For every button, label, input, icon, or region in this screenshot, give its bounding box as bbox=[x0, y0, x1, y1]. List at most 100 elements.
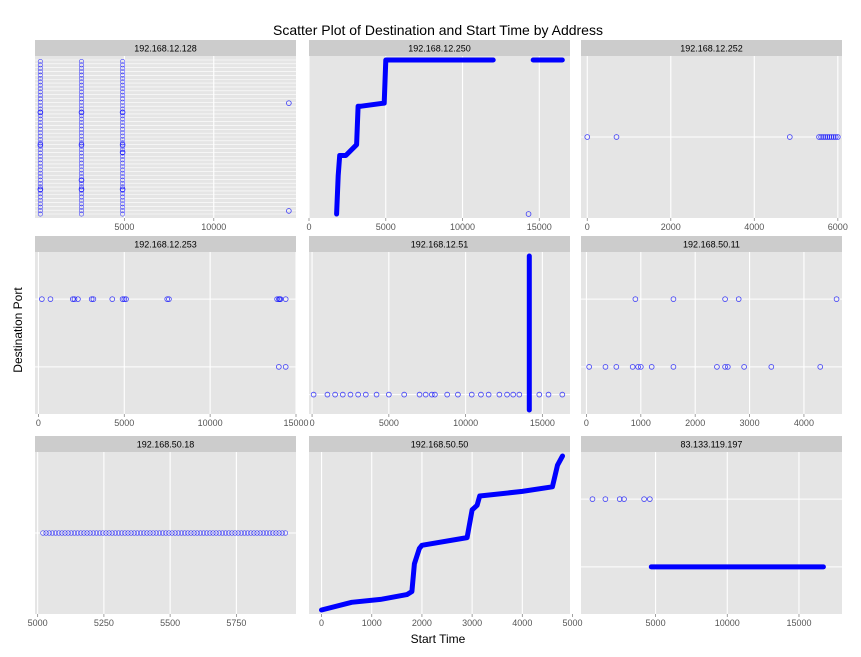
data-point bbox=[144, 530, 150, 536]
data-point bbox=[820, 134, 827, 140]
data-point bbox=[37, 103, 43, 109]
data-point bbox=[37, 89, 43, 95]
data-point bbox=[120, 174, 126, 180]
data-point bbox=[589, 496, 596, 502]
x-tick-label: 15000 bbox=[527, 222, 552, 232]
data-point bbox=[120, 79, 126, 85]
data-point bbox=[120, 103, 126, 109]
overplotted-series bbox=[334, 57, 496, 217]
data-point bbox=[121, 296, 128, 302]
data-point bbox=[120, 167, 126, 173]
x-tick-label: 15000 bbox=[530, 418, 555, 428]
data-point bbox=[824, 134, 831, 140]
data-point bbox=[119, 530, 125, 536]
data-point bbox=[248, 530, 254, 536]
data-point bbox=[120, 72, 126, 78]
data-point bbox=[106, 530, 112, 536]
x-tick-label: 0 bbox=[306, 222, 311, 232]
data-point bbox=[496, 391, 503, 398]
data-point bbox=[120, 65, 126, 71]
data-point bbox=[545, 391, 552, 398]
data-point bbox=[373, 391, 380, 398]
data-point bbox=[78, 136, 84, 142]
data-point bbox=[37, 136, 43, 142]
data-point bbox=[37, 75, 43, 81]
data-point bbox=[109, 530, 115, 536]
data-point bbox=[43, 530, 49, 536]
data-point bbox=[78, 201, 84, 207]
data-point bbox=[37, 96, 43, 102]
facet-strip bbox=[309, 436, 570, 452]
x-tick-label: 5500 bbox=[160, 618, 180, 628]
data-point bbox=[613, 134, 620, 140]
data-point bbox=[200, 530, 207, 536]
data-point bbox=[120, 211, 126, 217]
panel-background bbox=[309, 56, 570, 218]
x-tick-label: 1000 bbox=[362, 618, 382, 628]
data-point bbox=[78, 103, 84, 109]
data-point bbox=[93, 530, 100, 536]
data-point bbox=[429, 391, 435, 398]
data-point bbox=[120, 208, 126, 214]
data-point bbox=[504, 391, 510, 398]
x-tick-label: 5000 bbox=[28, 618, 48, 628]
data-point bbox=[88, 296, 95, 302]
data-point bbox=[244, 530, 251, 536]
data-point bbox=[120, 181, 126, 187]
data-point bbox=[119, 109, 126, 116]
x-tick-label: 1000 bbox=[631, 418, 651, 428]
x-tick-label: 10000 bbox=[450, 222, 475, 232]
data-point bbox=[78, 186, 85, 193]
data-point bbox=[120, 204, 126, 210]
data-point bbox=[71, 296, 78, 302]
data-point bbox=[112, 530, 119, 536]
data-point bbox=[120, 99, 126, 105]
data-point bbox=[78, 126, 84, 132]
data-point bbox=[153, 530, 159, 536]
data-point bbox=[120, 136, 126, 142]
data-point bbox=[37, 116, 43, 122]
data-point bbox=[52, 530, 59, 536]
data-point bbox=[164, 296, 171, 302]
data-point bbox=[635, 364, 641, 370]
data-point bbox=[134, 530, 141, 536]
data-point bbox=[229, 530, 235, 536]
data-point bbox=[468, 391, 475, 398]
data-point bbox=[37, 62, 43, 68]
data-point bbox=[78, 133, 84, 139]
data-point bbox=[37, 186, 44, 193]
data-point bbox=[37, 201, 43, 207]
x-tick-label: 0 bbox=[585, 222, 590, 232]
facet-panel: 192.168.12.51 0 5000 10000 15000 bbox=[309, 236, 570, 428]
data-point bbox=[786, 134, 793, 140]
facet-strip bbox=[581, 436, 842, 452]
data-point bbox=[222, 530, 229, 536]
facet-strip bbox=[35, 436, 296, 452]
data-point bbox=[62, 530, 68, 536]
data-point bbox=[78, 89, 84, 95]
data-point bbox=[78, 167, 84, 173]
data-point bbox=[37, 92, 43, 98]
x-tick-label: 10000 bbox=[715, 618, 740, 628]
data-point bbox=[232, 530, 238, 536]
data-point bbox=[835, 134, 841, 140]
overplotted-series bbox=[319, 453, 565, 613]
data-point bbox=[87, 530, 93, 536]
data-point bbox=[832, 134, 839, 140]
data-point bbox=[37, 79, 43, 85]
data-point bbox=[629, 364, 636, 370]
data-point bbox=[120, 194, 126, 200]
x-tick-label: 2000 bbox=[412, 618, 432, 628]
data-point bbox=[78, 79, 84, 85]
data-point bbox=[120, 82, 126, 88]
data-point bbox=[123, 296, 129, 302]
data-point bbox=[586, 364, 592, 370]
data-point bbox=[741, 364, 747, 370]
data-point bbox=[56, 530, 62, 536]
data-point bbox=[119, 149, 126, 156]
data-point bbox=[125, 530, 131, 536]
data-point bbox=[156, 530, 163, 536]
facet-panel: 192.168.12.250 0 5000 10000 15000 bbox=[306, 40, 570, 232]
facet-strip-label: 192.168.12.253 bbox=[134, 240, 197, 250]
